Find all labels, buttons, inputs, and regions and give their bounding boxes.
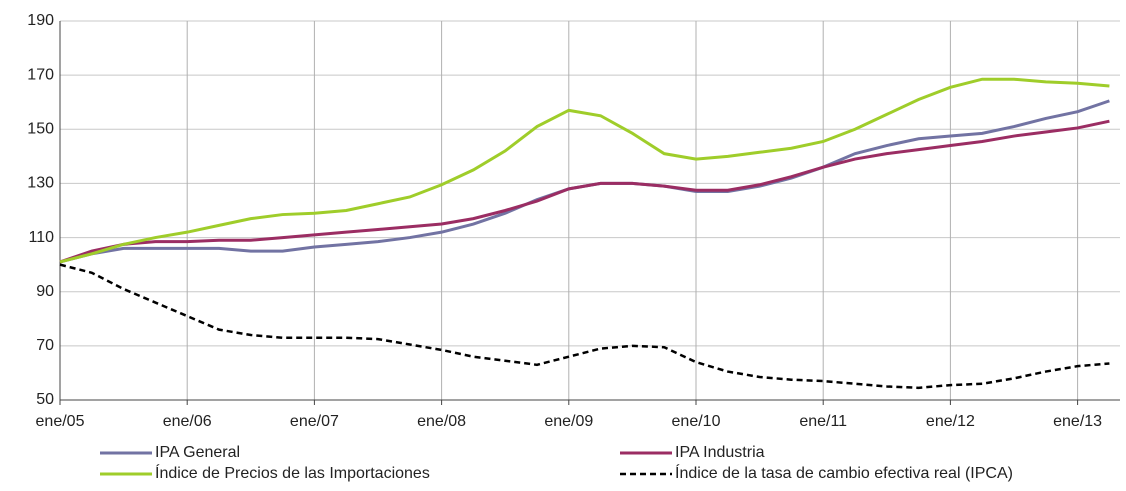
x-tick-label: ene/05 [36, 413, 85, 430]
y-tick-label: 110 [28, 229, 54, 246]
x-tick-label: ene/13 [1053, 413, 1102, 430]
y-tick-label: 50 [36, 391, 54, 408]
y-tick-label: 70 [36, 337, 54, 354]
y-tick-label: 130 [27, 175, 54, 192]
series-line [59, 77, 1110, 264]
y-tick-label: 190 [27, 12, 54, 29]
legend-label: IPA Industria [675, 444, 765, 461]
series-line [59, 263, 1110, 390]
legend-label: IPA General [155, 444, 240, 461]
x-tick-label: ene/06 [163, 413, 212, 430]
x-tick-label: ene/12 [926, 413, 975, 430]
legend-label: Índice de la tasa de cambio efectiva rea… [675, 463, 1013, 482]
x-tick-label: ene/10 [672, 413, 721, 430]
y-tick-label: 170 [27, 66, 54, 83]
x-tick-label: ene/11 [799, 413, 847, 430]
legend-label: Índice de Precios de las Importaciones [155, 463, 430, 482]
x-tick-label: ene/08 [417, 413, 466, 430]
x-tick-label: ene/09 [544, 413, 593, 430]
y-tick-label: 150 [27, 121, 54, 138]
y-tick-label: 90 [36, 283, 54, 300]
x-tick-label: ene/07 [290, 413, 339, 430]
series-line [59, 119, 1110, 264]
